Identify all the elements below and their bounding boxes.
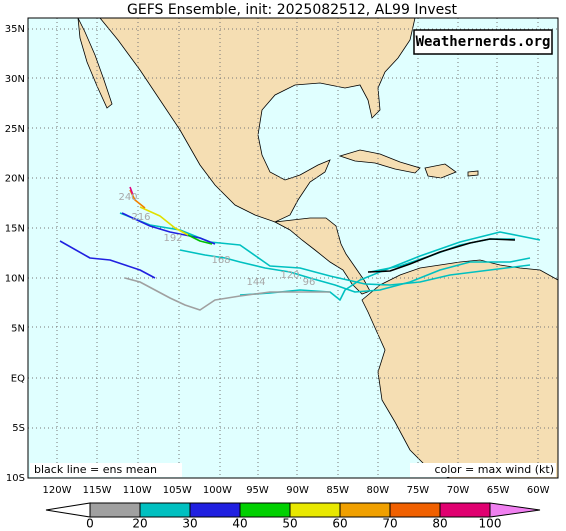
lat-label: 20N bbox=[5, 174, 25, 185]
lon-label: 110W bbox=[123, 485, 152, 496]
colorbar-label: 50 bbox=[282, 517, 297, 531]
lon-label: 80W bbox=[366, 485, 389, 496]
colorbar-label: 30 bbox=[182, 517, 197, 531]
lat-label: EQ bbox=[11, 373, 25, 384]
lat-label: 10N bbox=[5, 274, 25, 285]
track-hour: 192 bbox=[163, 233, 182, 244]
colorbar bbox=[45, 502, 541, 518]
colorbar-label: 70 bbox=[382, 517, 397, 531]
lon-label: 90W bbox=[286, 485, 309, 496]
lon-label: 85W bbox=[326, 485, 349, 496]
track-hour: 168 bbox=[211, 255, 230, 266]
watermark-box bbox=[413, 29, 553, 55]
lat-label: 25N bbox=[5, 124, 25, 135]
lat-label: 5S bbox=[12, 423, 25, 434]
track-hour: 144 bbox=[246, 277, 265, 288]
lat-label: 15N bbox=[5, 224, 25, 235]
colorbar-labels: 0 20 30 40 50 60 70 80 100 bbox=[86, 517, 501, 531]
note-right: color = max wind (kt) bbox=[434, 463, 554, 476]
colorbar-label: 40 bbox=[232, 517, 247, 531]
lon-label: 75W bbox=[407, 485, 430, 496]
colorbar-label: 80 bbox=[432, 517, 447, 531]
lon-label: 70W bbox=[447, 485, 470, 496]
lon-label: 100W bbox=[203, 485, 232, 496]
colorbar-label: 0 bbox=[86, 517, 94, 531]
graticule bbox=[28, 18, 558, 478]
tracks bbox=[59, 186, 541, 311]
lat-label: 30N bbox=[5, 74, 25, 85]
title: GEFS Ensemble, init: 2025082512, AL99 In… bbox=[127, 2, 458, 18]
lat-labels: 35N 30N 25N 20N 15N 10N 5N EQ 5S 10S bbox=[5, 24, 25, 484]
lon-label: 105W bbox=[163, 485, 192, 496]
track-hour: 216 bbox=[131, 212, 150, 223]
watermark: Weathernerds.org bbox=[416, 34, 551, 50]
lon-label: 60W bbox=[527, 485, 550, 496]
lat-label: 35N bbox=[5, 24, 25, 35]
map-frame bbox=[27, 17, 559, 479]
track-hour: 96 bbox=[303, 277, 316, 288]
land bbox=[77, 18, 558, 478]
track-hour: 120 bbox=[280, 270, 299, 281]
lon-label: 120W bbox=[43, 485, 72, 496]
colorbar-label: 20 bbox=[132, 517, 147, 531]
note-box bbox=[30, 463, 182, 477]
lon-label: 115W bbox=[83, 485, 112, 496]
note-left: black line = ens mean bbox=[34, 463, 157, 476]
lat-label: 5N bbox=[11, 323, 25, 334]
colorbar-label: 100 bbox=[479, 517, 502, 531]
lat-label: 10S bbox=[6, 473, 25, 484]
lon-label: 95W bbox=[246, 485, 269, 496]
lon-label: 65W bbox=[487, 485, 510, 496]
track-hour: 240 bbox=[118, 192, 137, 203]
map: 240 216 192 168 144 120 96 Weathernerds.… bbox=[27, 17, 559, 479]
lon-labels: 120W 115W 110W 105W 100W 95W 90W 85W 80W 75W 70W 65… bbox=[43, 485, 550, 496]
note-box bbox=[410, 463, 556, 477]
colorbar-label: 60 bbox=[332, 517, 347, 531]
